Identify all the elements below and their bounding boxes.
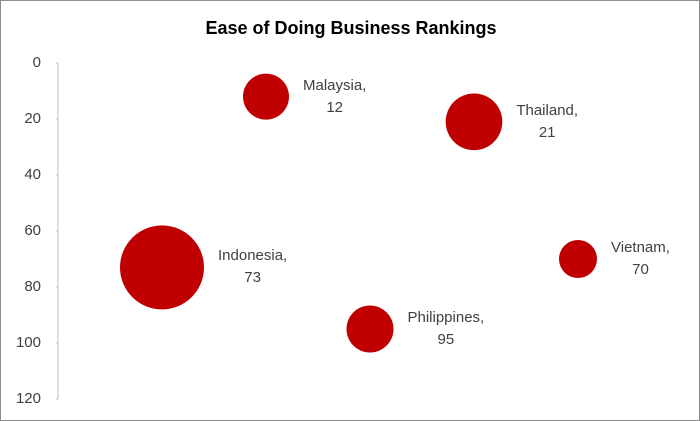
bubble <box>558 239 598 279</box>
data-label: Thailand, 21 <box>516 101 579 141</box>
y-tick-label: 120 <box>16 390 41 407</box>
bubble <box>120 225 204 310</box>
data-label: Vietnam, 70 <box>611 239 670 278</box>
chart-title: Ease of Doing Business Rankings <box>205 18 496 38</box>
y-tick-label: 20 <box>24 110 41 127</box>
y-tick-label: 80 <box>24 278 41 295</box>
data-label: Philippines, 95 <box>407 309 485 348</box>
y-tick-label: 60 <box>24 222 41 239</box>
bubble <box>445 93 503 151</box>
bubble <box>346 305 394 353</box>
data-label: Indonesia, 73 <box>218 247 288 287</box>
y-tick-label: 40 <box>24 166 41 183</box>
bubble <box>242 73 290 120</box>
data-label: Malaysia, 12 <box>303 76 367 116</box>
y-tick-label: 0 <box>33 54 41 71</box>
y-tick-label: 100 <box>16 334 41 351</box>
